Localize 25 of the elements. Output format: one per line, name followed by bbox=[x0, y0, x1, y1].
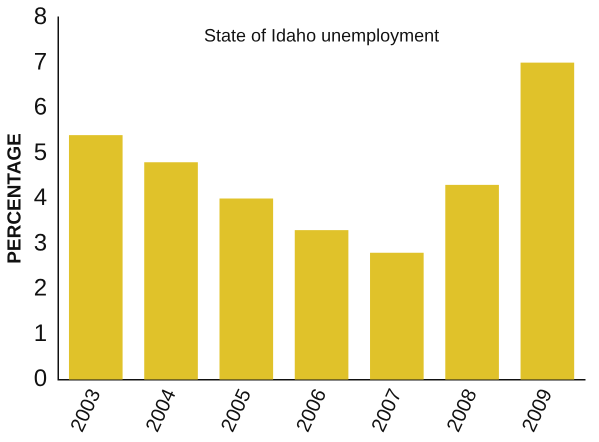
y-tick-label: 8 bbox=[34, 3, 48, 30]
y-tick-label: 4 bbox=[34, 184, 48, 212]
x-tick-label: 2008 bbox=[442, 386, 482, 436]
x-tick-label: 2003 bbox=[66, 386, 106, 436]
y-tick-label: 7 bbox=[34, 48, 48, 76]
bar bbox=[445, 184, 499, 380]
x-tick-label: 2009 bbox=[518, 386, 557, 436]
x-tick-label: 2004 bbox=[142, 386, 181, 436]
y-tick-label: 0 bbox=[34, 365, 48, 392]
bar bbox=[520, 62, 574, 380]
y-tick-label: 3 bbox=[34, 229, 48, 256]
bar bbox=[294, 230, 348, 380]
x-tick-label: 2005 bbox=[217, 386, 256, 436]
bar bbox=[144, 162, 198, 380]
y-tick-label: 5 bbox=[34, 138, 48, 166]
x-tick-label: 2007 bbox=[368, 386, 406, 436]
bar bbox=[68, 135, 123, 380]
y-tick-label: 1 bbox=[34, 320, 48, 347]
bar bbox=[219, 198, 274, 380]
y-tick-label: 6 bbox=[34, 94, 48, 121]
y-axis-title: PERCENTAGE bbox=[4, 133, 26, 264]
y-tick-label: 2 bbox=[34, 274, 48, 302]
bar bbox=[370, 252, 424, 380]
text: State of Idaho unemployment bbox=[204, 25, 440, 46]
x-tick-label: 2006 bbox=[292, 386, 332, 436]
